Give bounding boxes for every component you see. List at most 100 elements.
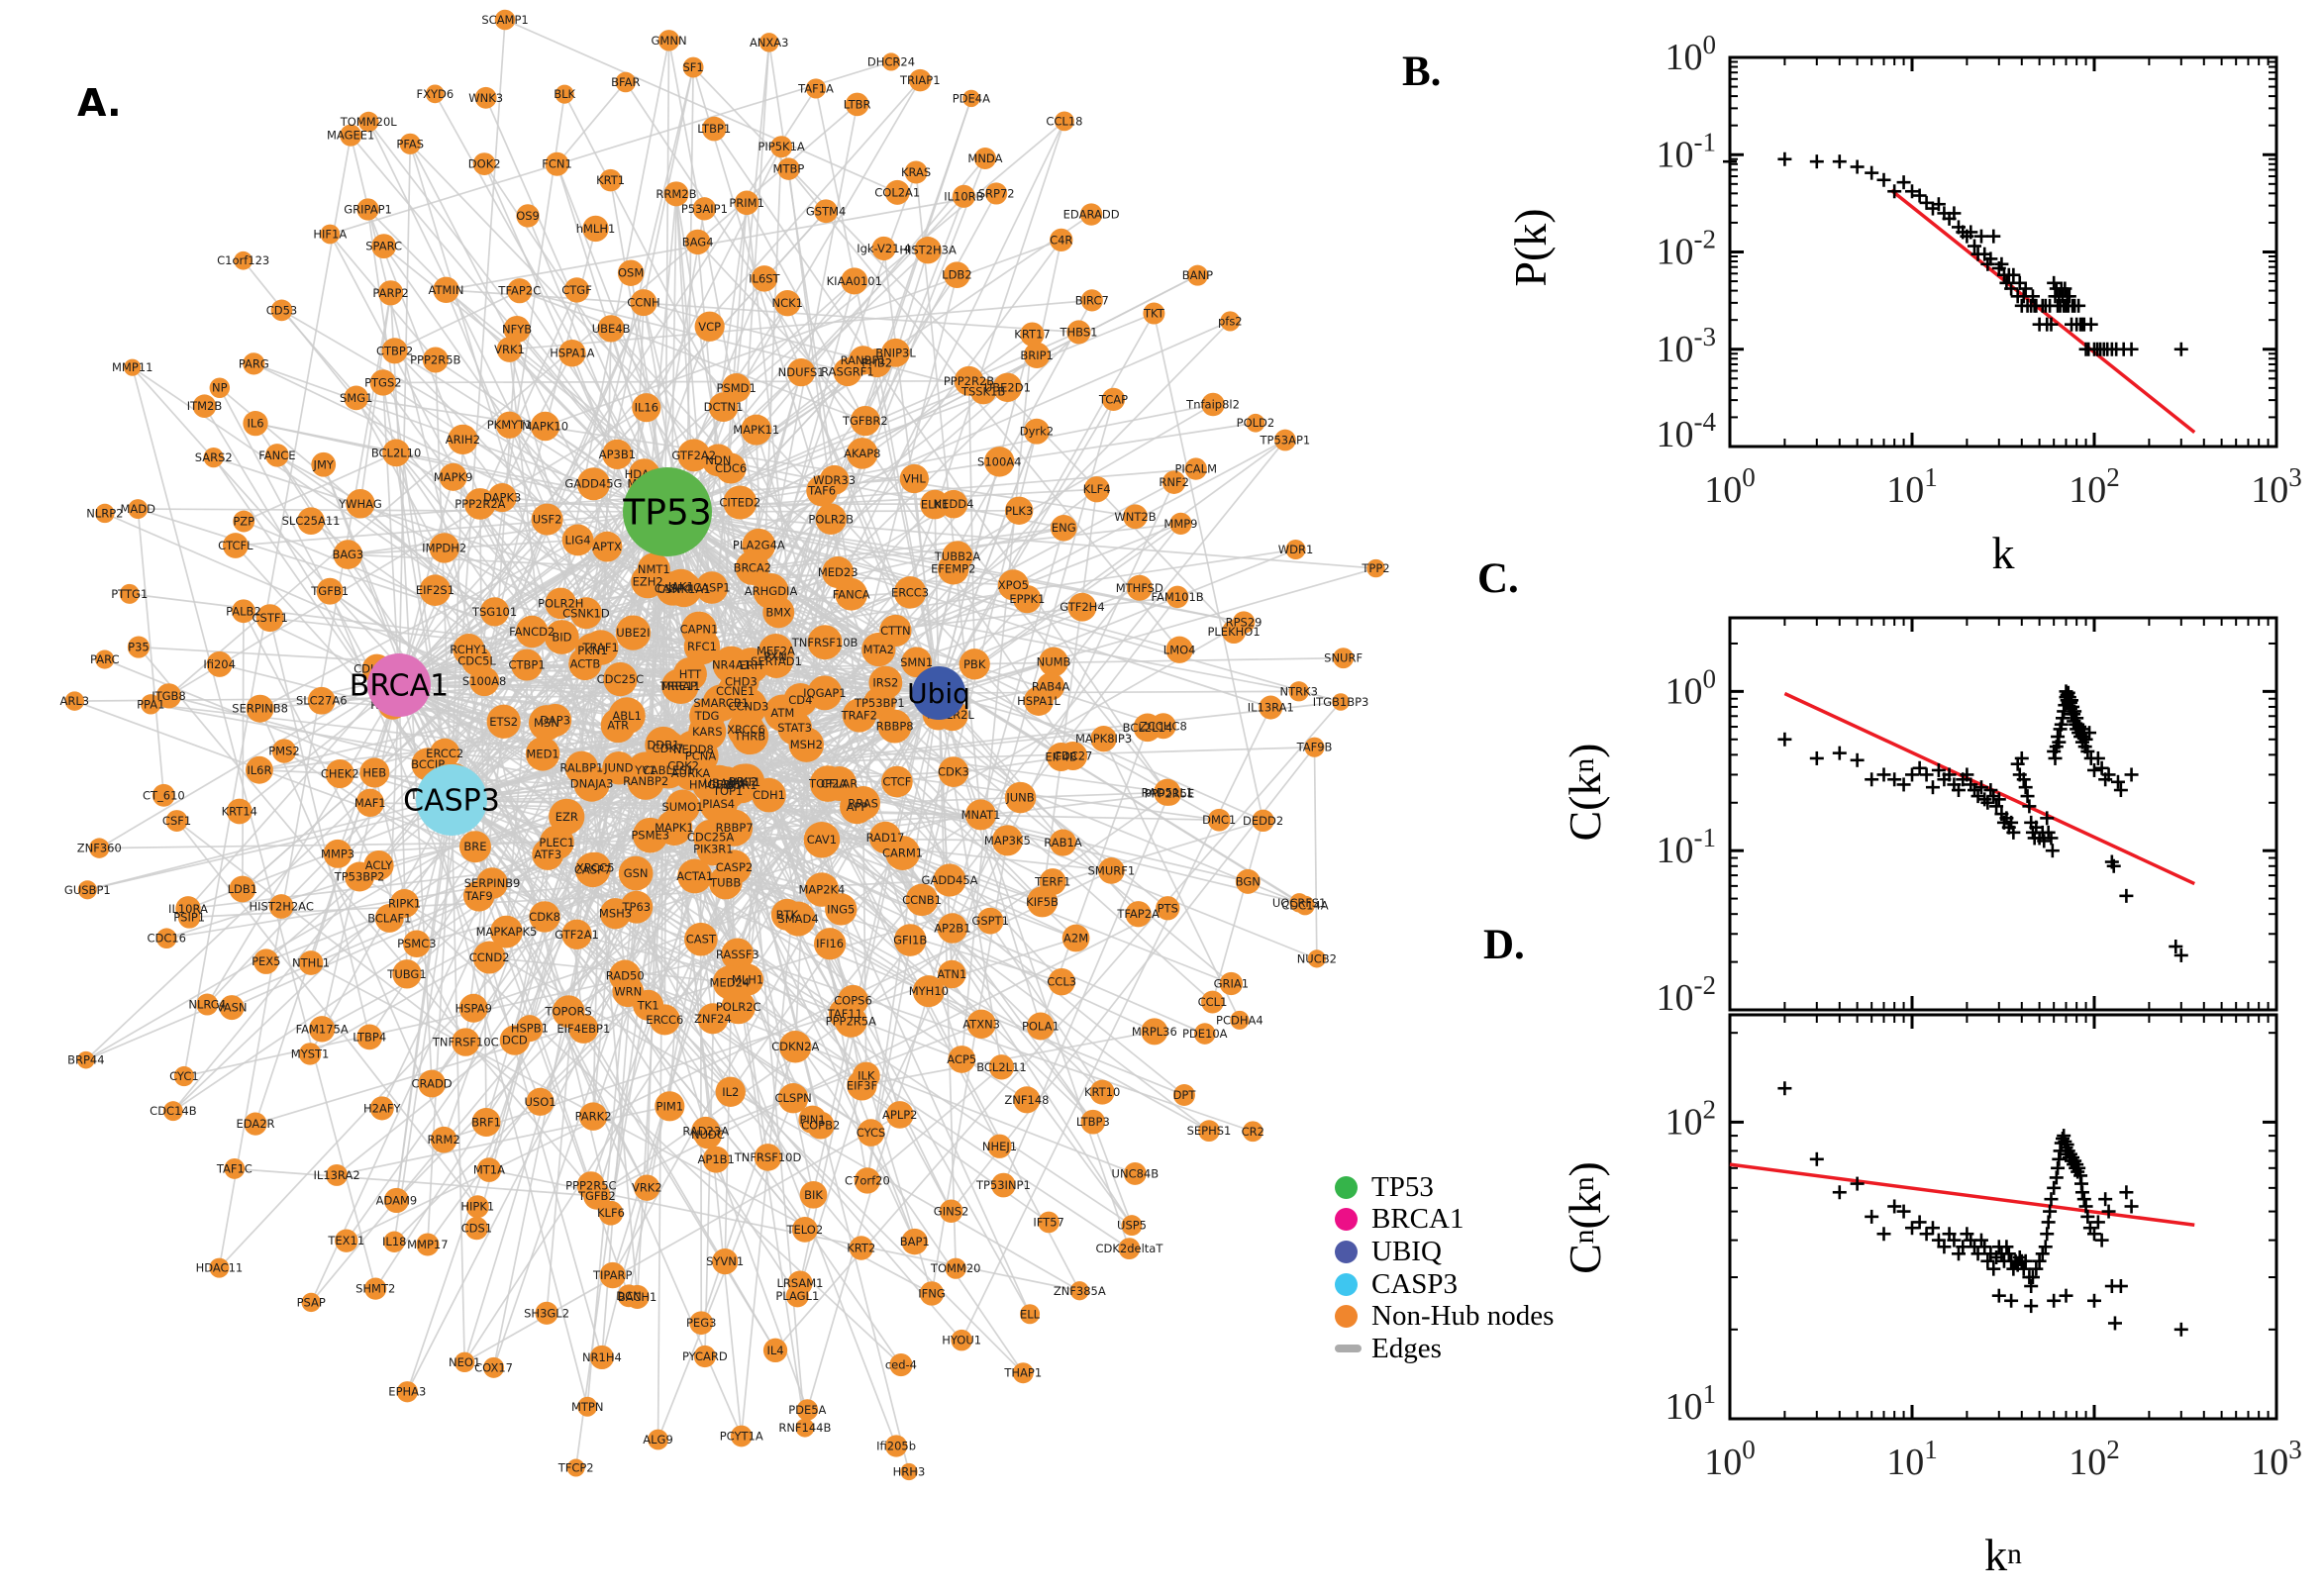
network-node[interactable] xyxy=(472,152,496,175)
network-node[interactable] xyxy=(268,894,294,919)
network-node[interactable] xyxy=(1055,111,1074,132)
network-node[interactable] xyxy=(566,1458,585,1477)
network-node[interactable] xyxy=(383,1231,405,1252)
network-node[interactable] xyxy=(583,1182,611,1210)
network-node[interactable] xyxy=(850,406,880,437)
network-node[interactable] xyxy=(530,411,560,442)
network-node[interactable] xyxy=(799,1180,828,1209)
network-node[interactable] xyxy=(448,424,478,455)
network-node[interactable] xyxy=(1123,1162,1147,1185)
network-node[interactable] xyxy=(165,810,188,832)
network-node[interactable] xyxy=(796,1399,819,1421)
network-node[interactable] xyxy=(825,893,858,926)
network-node[interactable] xyxy=(780,901,816,937)
network-node[interactable] xyxy=(693,1345,716,1368)
network-node[interactable] xyxy=(311,451,337,477)
network-node[interactable] xyxy=(323,839,353,868)
network-node[interactable] xyxy=(1083,476,1110,503)
network-node[interactable] xyxy=(778,1031,812,1063)
network-node[interactable] xyxy=(574,633,611,668)
network-node[interactable] xyxy=(735,550,770,585)
network-node[interactable] xyxy=(952,184,975,208)
network-node[interactable] xyxy=(219,995,245,1021)
network-node[interactable] xyxy=(966,1009,996,1039)
network-node[interactable] xyxy=(1154,778,1181,806)
network-node[interactable] xyxy=(320,224,341,245)
network-node[interactable] xyxy=(988,1054,1015,1080)
network-node[interactable] xyxy=(124,358,142,376)
network-node[interactable] xyxy=(815,503,847,535)
network-node[interactable] xyxy=(1023,418,1050,445)
network-node[interactable] xyxy=(681,611,717,648)
network-node[interactable] xyxy=(900,1462,918,1481)
network-node[interactable] xyxy=(965,799,996,831)
network-node[interactable] xyxy=(599,898,632,930)
network-node[interactable] xyxy=(255,604,284,633)
network-node[interactable] xyxy=(1220,311,1241,332)
network-node[interactable] xyxy=(721,989,756,1025)
network-node[interactable] xyxy=(762,1338,788,1363)
hub-node-casp3[interactable] xyxy=(416,764,487,836)
network-node[interactable] xyxy=(787,1270,813,1296)
network-node[interactable] xyxy=(458,831,491,863)
network-node[interactable] xyxy=(589,1345,614,1370)
network-node[interactable] xyxy=(633,989,664,1021)
network-node[interactable] xyxy=(1232,611,1256,634)
hub-node-tp53[interactable] xyxy=(623,467,712,556)
network-node[interactable] xyxy=(1013,1086,1041,1114)
network-node[interactable] xyxy=(381,338,408,364)
network-node[interactable] xyxy=(1186,264,1208,286)
network-node[interactable] xyxy=(452,1028,480,1056)
network-node[interactable] xyxy=(1201,392,1225,417)
network-node[interactable] xyxy=(1333,648,1355,669)
network-node[interactable] xyxy=(970,378,997,405)
network-node[interactable] xyxy=(881,338,910,367)
network-node[interactable] xyxy=(627,762,664,800)
network-node[interactable] xyxy=(243,410,268,437)
network-node[interactable] xyxy=(1013,584,1042,614)
network-node[interactable] xyxy=(715,1076,746,1107)
network-node[interactable] xyxy=(1061,924,1090,952)
network-node[interactable] xyxy=(617,259,645,286)
network-node[interactable] xyxy=(1101,387,1126,411)
network-node[interactable] xyxy=(608,697,646,735)
network-node[interactable] xyxy=(602,439,633,469)
network-node[interactable] xyxy=(1295,895,1315,916)
network-node[interactable] xyxy=(835,1005,867,1038)
network-node[interactable] xyxy=(938,959,966,989)
network-node[interactable] xyxy=(1004,496,1034,525)
network-node[interactable] xyxy=(741,414,772,446)
network-node[interactable] xyxy=(486,704,521,739)
network-node[interactable] xyxy=(909,68,932,92)
network-node[interactable] xyxy=(689,1311,714,1336)
network-node[interactable] xyxy=(253,948,279,974)
network-node[interactable] xyxy=(938,553,969,585)
network-node[interactable] xyxy=(162,1101,183,1122)
network-node[interactable] xyxy=(973,147,996,169)
network-node[interactable] xyxy=(615,615,652,650)
network-node[interactable] xyxy=(976,907,1004,935)
network-node[interactable] xyxy=(364,1277,387,1300)
network-node[interactable] xyxy=(1020,1304,1041,1325)
network-node[interactable] xyxy=(490,915,523,948)
network-node[interactable] xyxy=(495,411,524,439)
network-node[interactable] xyxy=(807,625,843,660)
network-node[interactable] xyxy=(382,439,410,467)
network-node[interactable] xyxy=(545,620,579,654)
hub-node-brca1[interactable] xyxy=(367,653,431,717)
network-node[interactable] xyxy=(325,758,354,789)
network-node[interactable] xyxy=(555,84,574,104)
network-node[interactable] xyxy=(723,485,758,520)
network-node[interactable] xyxy=(356,198,379,221)
network-node[interactable] xyxy=(474,86,497,109)
network-node[interactable] xyxy=(948,1046,976,1073)
network-node[interactable] xyxy=(731,717,769,755)
network-node[interactable] xyxy=(377,280,404,306)
network-node[interactable] xyxy=(630,289,657,317)
network-node[interactable] xyxy=(1079,203,1103,226)
network-node[interactable] xyxy=(599,1261,626,1289)
network-node[interactable] xyxy=(631,564,665,599)
network-node[interactable] xyxy=(141,694,161,715)
network-node[interactable] xyxy=(577,1396,598,1417)
network-node[interactable] xyxy=(945,1257,966,1279)
